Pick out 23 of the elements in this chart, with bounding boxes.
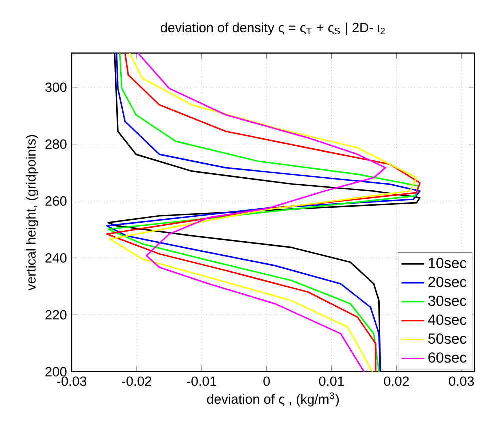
line-series — [138, 53, 386, 372]
x-tick-label: 0.03 — [449, 376, 474, 386]
chart-title: deviation of density ς = ς$_{T}$ + ς$_{S}$ | 2D- ι$_{2}$ — [161, 22, 386, 36]
y-axis-title: vertical height, (gridpoints) — [26, 135, 39, 291]
legend-label: 30sec — [428, 296, 467, 306]
legend-label: 50sec — [428, 334, 467, 344]
legend-label: 40sec — [428, 314, 467, 326]
legend-label: 60sec — [428, 352, 467, 363]
x-axis-title: deviation of ς , (kg/m$^{3}$) — [207, 392, 340, 407]
y-tick-label: 280 — [46, 140, 67, 150]
y-tick-label: 220 — [46, 310, 67, 320]
y-tick-label: 300 — [46, 82, 67, 92]
legend-label: 10sec — [429, 258, 467, 268]
x-tick-label: -0.02 — [122, 376, 152, 386]
x-tick-label: -0.03 — [57, 376, 87, 386]
y-tick-label: 260 — [46, 196, 67, 206]
x-tick-label: 0.01 — [319, 376, 344, 386]
x-tick-label: 0.02 — [384, 376, 410, 386]
legend-label: 20sec — [428, 276, 467, 288]
x-tick-label: 0 — [264, 376, 270, 386]
x-tick-label: -0.01 — [187, 376, 216, 386]
y-tick-label: 200 — [46, 367, 67, 377]
y-tick-label: 240 — [46, 253, 67, 263]
